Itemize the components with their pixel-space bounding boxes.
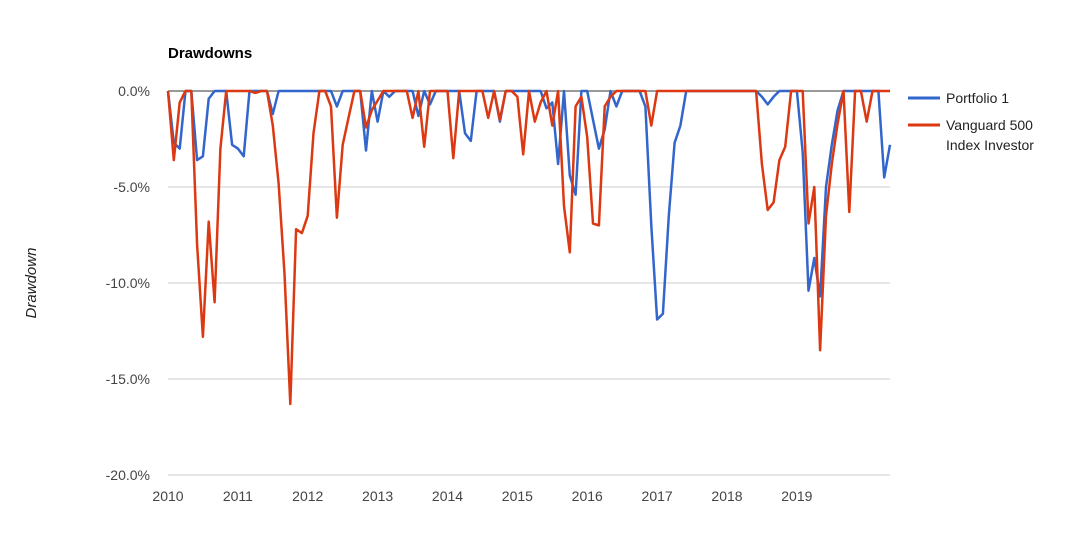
series-line-vanguard-500 [166, 89, 890, 406]
x-tick-label: 2010 [152, 488, 183, 504]
y-tick-label: -15.0% [106, 371, 150, 387]
x-tick-label: 2015 [502, 488, 533, 504]
x-tick-label: 2011 [223, 488, 253, 504]
x-tick-label: 2014 [432, 488, 463, 504]
chart-title: Drawdowns [168, 45, 252, 62]
x-tick-labels: 2010 2011 2012 2013 2014 2015 2016 2017 2018 2019 [152, 488, 812, 504]
x-tick-label: 2012 [292, 488, 323, 504]
series-lines [166, 89, 892, 406]
legend-label-portfolio-1: Portfolio 1 [946, 90, 1009, 106]
y-tick-label: -10.0% [106, 275, 150, 291]
y-tick-label: 0.0% [118, 83, 150, 99]
legend: Portfolio 1 Vanguard 500 Index Investor [908, 90, 1034, 153]
y-axis-label: Drawdown [23, 248, 40, 319]
x-tick-label: 2018 [711, 488, 742, 504]
y-tick-labels: 0.0% -5.0% -10.0% -15.0% -20.0% [106, 83, 150, 483]
legend-label-vanguard-500: Vanguard 500 Index Investor [946, 117, 1034, 153]
x-tick-label: 2019 [781, 488, 812, 504]
x-tick-label: 2013 [362, 488, 393, 504]
y-tick-label: -5.0% [113, 179, 150, 195]
x-tick-label: 2017 [642, 488, 673, 504]
x-tick-label: 2016 [572, 488, 603, 504]
y-tick-label: -20.0% [106, 467, 150, 483]
